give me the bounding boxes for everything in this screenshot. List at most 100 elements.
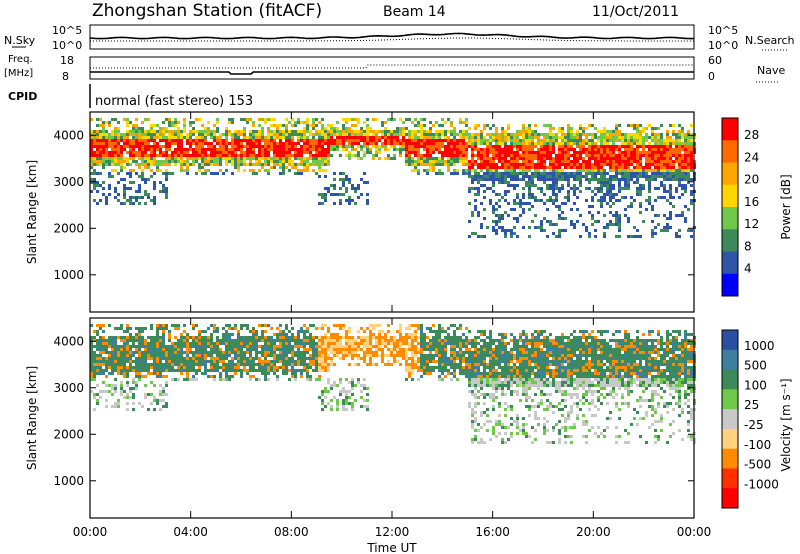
- heatmap-cell: [147, 372, 150, 375]
- heatmap-cell: [666, 229, 669, 232]
- heatmap-cell: [141, 163, 144, 166]
- heatmap-cell: [297, 157, 300, 160]
- heatmap-cell: [255, 363, 258, 366]
- heatmap-cell: [201, 360, 204, 363]
- heatmap-cell: [633, 151, 636, 154]
- heatmap-cell: [678, 145, 681, 148]
- heatmap-cell: [285, 142, 288, 145]
- heatmap-cell: [126, 199, 129, 202]
- heatmap-cell: [423, 169, 426, 172]
- heatmap-cell: [276, 333, 279, 336]
- heatmap-cell: [348, 336, 351, 339]
- heatmap-cell: [636, 127, 639, 130]
- heatmap-cell: [333, 178, 336, 181]
- heatmap-cell: [669, 190, 672, 193]
- heatmap-cell: [270, 360, 273, 363]
- heatmap-cell: [126, 139, 129, 142]
- heatmap-cell: [249, 142, 252, 145]
- heatmap-cell: [270, 327, 273, 330]
- heatmap-cell: [576, 157, 579, 160]
- heatmap-cell: [219, 160, 222, 163]
- heatmap-cell: [543, 148, 546, 151]
- heatmap-cell: [129, 396, 132, 399]
- heatmap-cell: [558, 148, 561, 151]
- heatmap-cell: [141, 142, 144, 145]
- heatmap-cell: [366, 133, 369, 136]
- heatmap-cell: [471, 175, 474, 178]
- heatmap-cell: [456, 151, 459, 154]
- heatmap-cell: [279, 130, 282, 133]
- heatmap-cell: [195, 345, 198, 348]
- heatmap-cell: [210, 151, 213, 154]
- heatmap-cell: [105, 399, 108, 402]
- heatmap-cell: [504, 142, 507, 145]
- heatmap-cell: [579, 127, 582, 130]
- heatmap-cell: [264, 336, 267, 339]
- heatmap-cell: [522, 145, 525, 148]
- heatmap-cell: [495, 223, 498, 226]
- heatmap-cell: [684, 187, 687, 190]
- heatmap-cell: [441, 154, 444, 157]
- heatmap-cell: [567, 175, 570, 178]
- heatmap-cell: [111, 363, 114, 366]
- heatmap-cell: [111, 157, 114, 160]
- heatmap-cell: [453, 151, 456, 154]
- heatmap-cell: [630, 163, 633, 166]
- heatmap-cell: [663, 160, 666, 163]
- heatmap-cell: [612, 187, 615, 190]
- heatmap-cell: [486, 148, 489, 151]
- heatmap-cell: [558, 190, 561, 193]
- heatmap-cell: [228, 121, 231, 124]
- heatmap-cell: [624, 181, 627, 184]
- heatmap-cell: [597, 160, 600, 163]
- heatmap-cell: [270, 348, 273, 351]
- heatmap-cell: [279, 145, 282, 148]
- heatmap-cell: [174, 378, 177, 381]
- heatmap-cell: [588, 211, 591, 214]
- heatmap-cell: [522, 154, 525, 157]
- heatmap-cell: [276, 360, 279, 363]
- heatmap-cell: [546, 145, 549, 148]
- heatmap-cell: [120, 133, 123, 136]
- heatmap-cell: [642, 127, 645, 130]
- heatmap-cell: [669, 124, 672, 127]
- heatmap-cell: [300, 157, 303, 160]
- heatmap-cell: [306, 142, 309, 145]
- heatmap-cell: [483, 139, 486, 142]
- heatmap-cell: [585, 148, 588, 151]
- heatmap-cell: [687, 151, 690, 154]
- heatmap-cell: [288, 142, 291, 145]
- heatmap-cell: [318, 151, 321, 154]
- heatmap-cell: [387, 157, 390, 160]
- heatmap-cell: [300, 372, 303, 375]
- heatmap-cell: [285, 372, 288, 375]
- heatmap-cell: [471, 160, 474, 163]
- heatmap-cell: [132, 408, 135, 411]
- heatmap-cell: [153, 154, 156, 157]
- heatmap-cell: [639, 142, 642, 145]
- heatmap-cell: [462, 172, 465, 175]
- heatmap-cell: [168, 357, 171, 360]
- heatmap-cell: [162, 136, 165, 139]
- heatmap-cell: [507, 136, 510, 139]
- heatmap-cell: [474, 127, 477, 130]
- heatmap-cell: [279, 345, 282, 348]
- heatmap-cell: [90, 378, 93, 381]
- heatmap-cell: [315, 172, 318, 175]
- heatmap-cell: [210, 333, 213, 336]
- heatmap-cell: [561, 202, 564, 205]
- heatmap-cell: [630, 124, 633, 127]
- heatmap-cell: [129, 369, 132, 372]
- heatmap-cell: [192, 148, 195, 151]
- heatmap-cell: [177, 139, 180, 142]
- heatmap-cell: [516, 163, 519, 166]
- heatmap-cell: [333, 339, 336, 342]
- heatmap-cell: [153, 124, 156, 127]
- heatmap-cell: [270, 166, 273, 169]
- heatmap-cell: [129, 199, 132, 202]
- heatmap-cell: [192, 133, 195, 136]
- heatmap-cell: [204, 345, 207, 348]
- heatmap-cell: [141, 363, 144, 366]
- heatmap-cell: [417, 369, 420, 372]
- heatmap-cell: [516, 160, 519, 163]
